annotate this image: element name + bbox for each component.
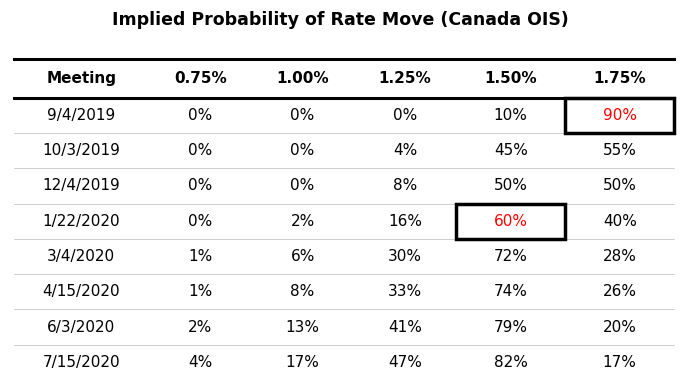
Text: 74%: 74%: [494, 284, 528, 299]
Text: 72%: 72%: [494, 249, 528, 264]
Text: 45%: 45%: [494, 143, 528, 158]
Text: 3/4/2020: 3/4/2020: [47, 249, 115, 264]
Text: 79%: 79%: [494, 320, 528, 335]
Text: 20%: 20%: [603, 320, 637, 335]
Text: 0%: 0%: [188, 178, 212, 193]
Text: 12/4/2019: 12/4/2019: [42, 178, 121, 193]
Text: 82%: 82%: [494, 355, 528, 368]
Text: 1.00%: 1.00%: [276, 71, 329, 86]
Text: 26%: 26%: [603, 284, 637, 299]
Text: 2%: 2%: [188, 320, 212, 335]
Bar: [456, 204, 565, 239]
Text: 10%: 10%: [494, 108, 528, 123]
Text: 4/15/2020: 4/15/2020: [42, 284, 120, 299]
Text: 1/22/2020: 1/22/2020: [42, 214, 120, 229]
Text: 0%: 0%: [188, 143, 212, 158]
Text: 1%: 1%: [188, 284, 212, 299]
Text: 13%: 13%: [285, 320, 319, 335]
Text: 0%: 0%: [291, 143, 315, 158]
Text: 6/3/2020: 6/3/2020: [47, 320, 116, 335]
Text: 7/15/2020: 7/15/2020: [42, 355, 120, 368]
Text: 41%: 41%: [388, 320, 422, 335]
Text: 4%: 4%: [393, 143, 417, 158]
Text: 90%: 90%: [603, 108, 637, 123]
Text: 6%: 6%: [290, 249, 315, 264]
Text: 28%: 28%: [603, 249, 637, 264]
Text: 55%: 55%: [603, 143, 637, 158]
Text: 9/4/2019: 9/4/2019: [47, 108, 116, 123]
Text: 1.50%: 1.50%: [484, 71, 537, 86]
Text: 33%: 33%: [388, 284, 422, 299]
Text: 10/3/2019: 10/3/2019: [42, 143, 121, 158]
Text: 0%: 0%: [188, 108, 212, 123]
Text: 17%: 17%: [286, 355, 319, 368]
Text: Implied Probability of Rate Move (Canada OIS): Implied Probability of Rate Move (Canada…: [112, 11, 569, 29]
Text: 1%: 1%: [188, 249, 212, 264]
Text: 4%: 4%: [188, 355, 212, 368]
Text: Meeting: Meeting: [46, 71, 116, 86]
Bar: [565, 98, 674, 133]
Text: 2%: 2%: [291, 214, 315, 229]
Text: 0.75%: 0.75%: [174, 71, 227, 86]
Text: 0%: 0%: [291, 108, 315, 123]
Text: 1.25%: 1.25%: [379, 71, 431, 86]
Text: 8%: 8%: [393, 178, 417, 193]
Text: 16%: 16%: [388, 214, 422, 229]
Text: 0%: 0%: [188, 214, 212, 229]
Text: 0%: 0%: [393, 108, 417, 123]
Text: 60%: 60%: [494, 214, 528, 229]
Text: 1.75%: 1.75%: [593, 71, 646, 86]
Text: 0%: 0%: [291, 178, 315, 193]
Text: 50%: 50%: [494, 178, 528, 193]
Text: 47%: 47%: [388, 355, 422, 368]
Text: 30%: 30%: [388, 249, 422, 264]
Text: 17%: 17%: [603, 355, 637, 368]
Text: 50%: 50%: [603, 178, 637, 193]
Text: 8%: 8%: [291, 284, 315, 299]
Text: 40%: 40%: [603, 214, 637, 229]
